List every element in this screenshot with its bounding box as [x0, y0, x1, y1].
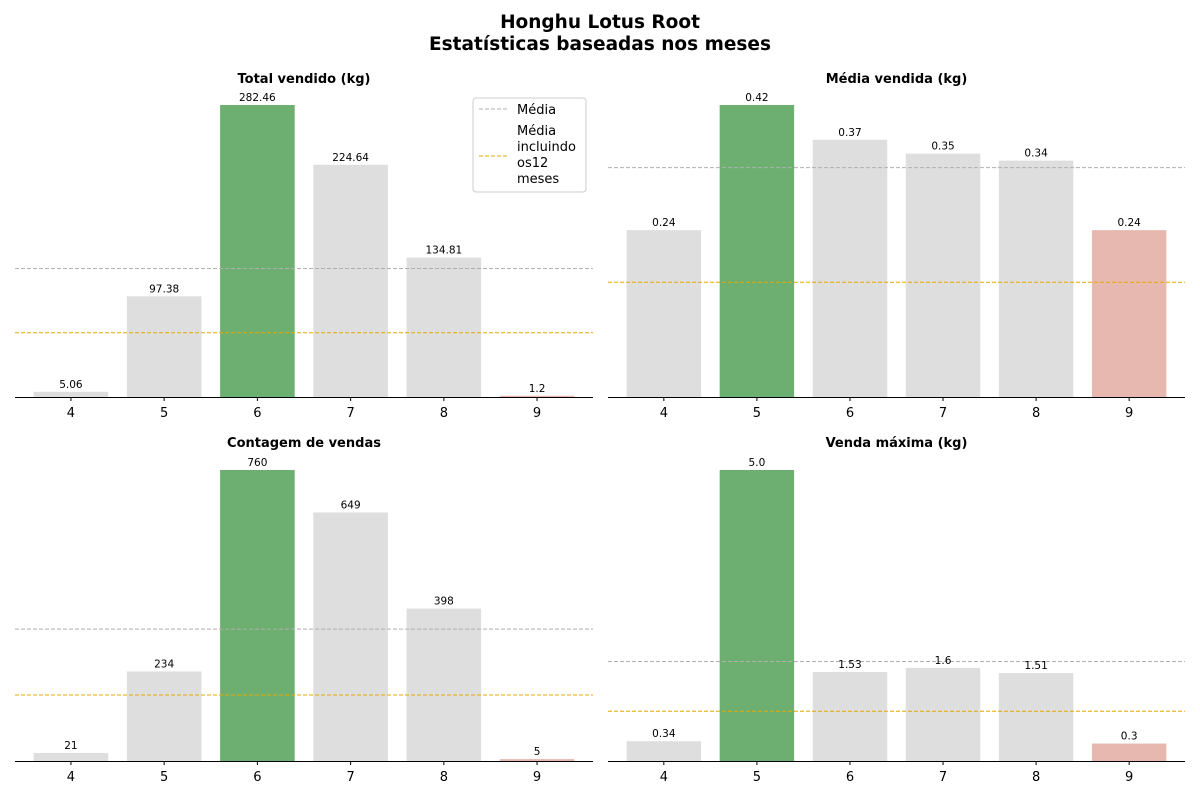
bar-value-label: 0.34	[652, 728, 676, 740]
bar-5	[126, 671, 202, 761]
x-tick-label: 8	[1032, 406, 1040, 421]
bar-value-label: 0.42	[745, 92, 768, 104]
bar-4	[626, 230, 702, 397]
bar-4	[33, 752, 109, 761]
bar-value-label: 0.37	[838, 127, 861, 139]
bar-4	[33, 391, 109, 397]
bar-6	[812, 671, 888, 761]
x-tick-label: 9	[533, 406, 541, 421]
bar-value-label: 5.0	[749, 457, 766, 469]
bar-value-label: 21	[64, 740, 77, 752]
bar-8	[998, 160, 1074, 397]
legend-mean-label: Média	[517, 103, 556, 118]
x-tick-label: 9	[1125, 770, 1133, 785]
x-tick-label: 6	[846, 770, 854, 785]
panel-title: Contagem de vendas	[227, 436, 381, 451]
bar-value-label: 224.64	[332, 152, 369, 164]
x-tick-label: 4	[660, 406, 668, 421]
bar-8	[406, 257, 482, 397]
bar-7	[905, 153, 981, 397]
x-tick-label: 6	[253, 770, 261, 785]
x-tick-label: 9	[1125, 406, 1133, 421]
bar-8	[998, 673, 1074, 761]
chart-panel-1: Total vendido (kg) 5.06 97.38 282.46 224.64 1…	[15, 72, 593, 421]
figure-title: Honghu Lotus Root Estatísticas baseadas …	[0, 12, 1200, 56]
x-tick-label: 4	[660, 770, 668, 785]
bar-value-label: 0.34	[1024, 148, 1048, 160]
bar-value-label: 760	[247, 457, 267, 469]
x-tick-label: 5	[753, 770, 761, 785]
x-tick-label: 5	[160, 770, 168, 785]
x-tick-label: 7	[346, 770, 354, 785]
bar-value-label: 97.38	[149, 283, 179, 295]
bar-value-label: 0.35	[931, 141, 954, 153]
bar-value-label: 134.81	[425, 245, 462, 257]
bar-5	[719, 470, 795, 761]
bar-7	[905, 667, 981, 761]
bar-6	[220, 105, 295, 397]
bar-6	[220, 470, 295, 761]
figure-title-line-2: Estatísticas baseadas nos meses	[429, 34, 771, 55]
bar-7	[313, 512, 388, 761]
x-tick-label: 8	[1032, 770, 1040, 785]
panel-title: Total vendido (kg)	[238, 72, 371, 87]
bar-5	[126, 296, 202, 397]
bar-7	[313, 164, 388, 397]
x-tick-label: 4	[67, 406, 75, 421]
chart-panel-2: Média vendida (kg) 0.24 0.42 0.37 0.35 0.34 0.…	[608, 72, 1185, 421]
bar-value-label: 1.51	[1024, 660, 1047, 672]
bar-8	[406, 608, 482, 761]
bar-value-label: 5	[534, 746, 541, 758]
bar-value-label: 398	[434, 596, 454, 608]
bar-value-label: 1.6	[935, 655, 952, 667]
x-tick-label: 6	[253, 406, 261, 421]
x-tick-label: 8	[440, 406, 448, 421]
x-tick-label: 8	[440, 770, 448, 785]
bar-value-label: 0.3	[1121, 731, 1138, 743]
legend: Média Média incluindo os12 meses	[472, 97, 587, 193]
x-tick-label: 5	[753, 406, 761, 421]
bar-value-label: 1.2	[529, 383, 546, 395]
bar-value-label: 5.06	[59, 379, 83, 391]
bar-9	[1091, 230, 1167, 397]
legend-box	[472, 97, 587, 193]
figure-title-line-1: Honghu Lotus Root	[500, 12, 700, 33]
x-tick-label: 7	[346, 406, 354, 421]
x-tick-label: 5	[160, 406, 168, 421]
chart-panel-3: Contagem de vendas 21 234 760 649 398 5 4 5 6 7 8 9	[15, 436, 593, 785]
bar-value-label: 649	[341, 500, 361, 512]
panel-title: Venda máxima (kg)	[826, 436, 968, 451]
bar-9	[1091, 743, 1167, 761]
x-tick-label: 7	[939, 770, 947, 785]
chart-panel-4: Venda máxima (kg)0.345.01.53 1.6 1.510.34 5…	[608, 436, 1185, 785]
bar-value-label: 234	[154, 658, 174, 670]
bar-value-label: 0.24	[652, 217, 676, 229]
x-tick-label: 6	[846, 406, 854, 421]
bar-9	[499, 759, 575, 761]
bar-9	[499, 395, 575, 397]
bar-6	[812, 139, 888, 397]
bar-4	[626, 741, 702, 761]
x-tick-label: 9	[533, 770, 541, 785]
legend-mean-12-label: Média incluindo os12 meses	[517, 124, 576, 187]
bar-value-label: 282.46	[239, 92, 276, 104]
bar-value-label: 1.53	[838, 659, 861, 671]
bar-value-label: 0.24	[1117, 217, 1141, 229]
x-tick-label: 4	[67, 770, 75, 785]
bar-5	[719, 105, 795, 397]
x-tick-label: 7	[939, 406, 947, 421]
panel-title: Média vendida (kg)	[826, 72, 968, 87]
